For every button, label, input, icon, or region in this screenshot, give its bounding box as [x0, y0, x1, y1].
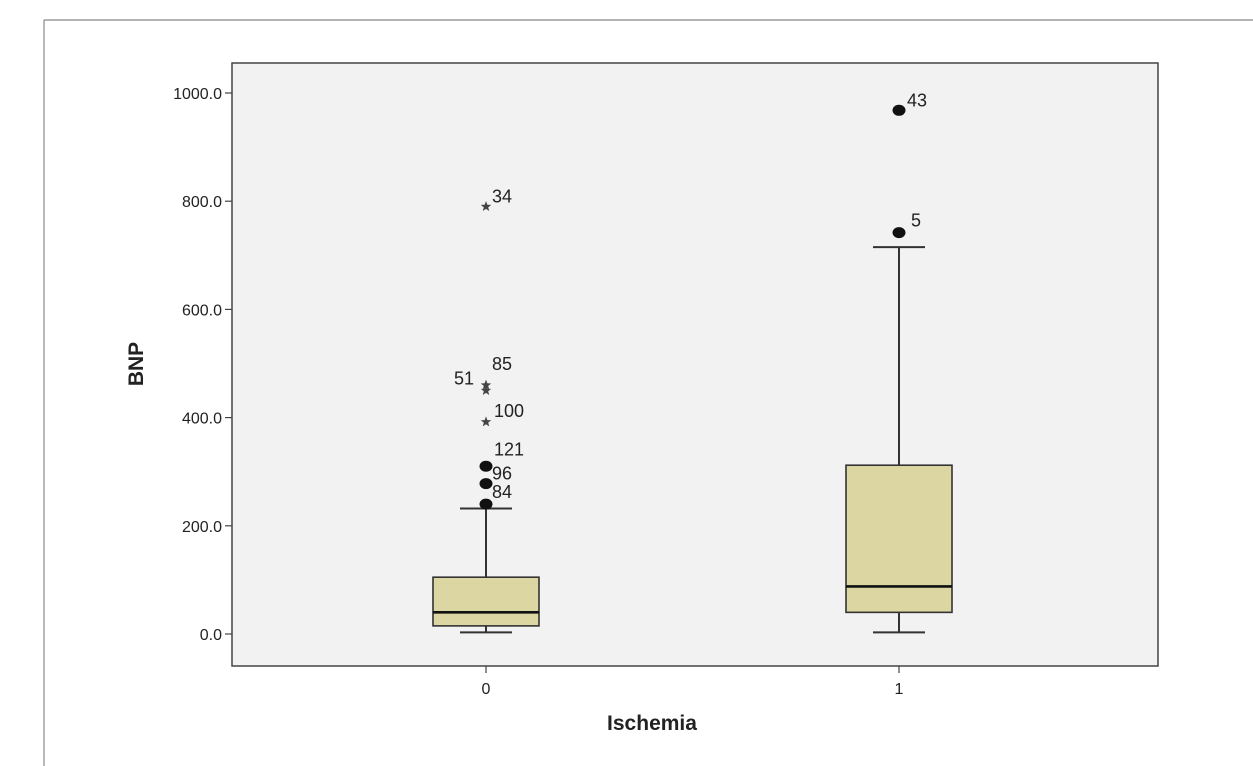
y-tick-label: 200.0 — [182, 519, 222, 536]
outlier-label: 34 — [492, 187, 512, 207]
y-axis-label: BNP — [125, 342, 148, 386]
outlier-point — [892, 227, 906, 239]
outlier-label: 96 — [492, 464, 512, 484]
extreme-outlier-star — [480, 379, 492, 390]
extreme-outlier-star — [480, 385, 492, 395]
y-tick-label: 800.0 — [182, 194, 222, 211]
box-group-1: 5 43 — [845, 90, 953, 634]
iqr-box — [432, 576, 540, 627]
y-tick-label: 600.0 — [182, 302, 222, 319]
y-tick-label: 0.0 — [200, 627, 222, 644]
outlier-label: 51 — [454, 369, 474, 389]
outlier-label: 84 — [492, 482, 512, 502]
outlier-label: 121 — [494, 439, 524, 459]
x-tick-label: 0 — [482, 681, 491, 698]
y-tick-label: 1000.0 — [173, 86, 222, 103]
outlier-label: 43 — [907, 90, 927, 110]
outlier-point — [892, 104, 906, 116]
outlier-label: 100 — [494, 401, 524, 421]
iqr-box — [845, 464, 953, 614]
extreme-outlier-star — [480, 201, 492, 212]
x-axis-label: Ischemia — [607, 712, 697, 735]
y-tick-label: 400.0 — [182, 411, 222, 428]
outlier-point — [479, 478, 493, 490]
y-axis: 0.0 200.0 400.0 600.0 800.0 1000.0 — [173, 86, 232, 644]
x-tick-label: 1 — [895, 681, 904, 698]
outlier-label: 85 — [492, 354, 512, 374]
outlier-label: 5 — [911, 211, 921, 231]
outlier-point — [479, 498, 493, 510]
outlier-point — [479, 460, 493, 472]
plot-area — [231, 62, 1159, 667]
extreme-outlier-star — [480, 416, 492, 427]
